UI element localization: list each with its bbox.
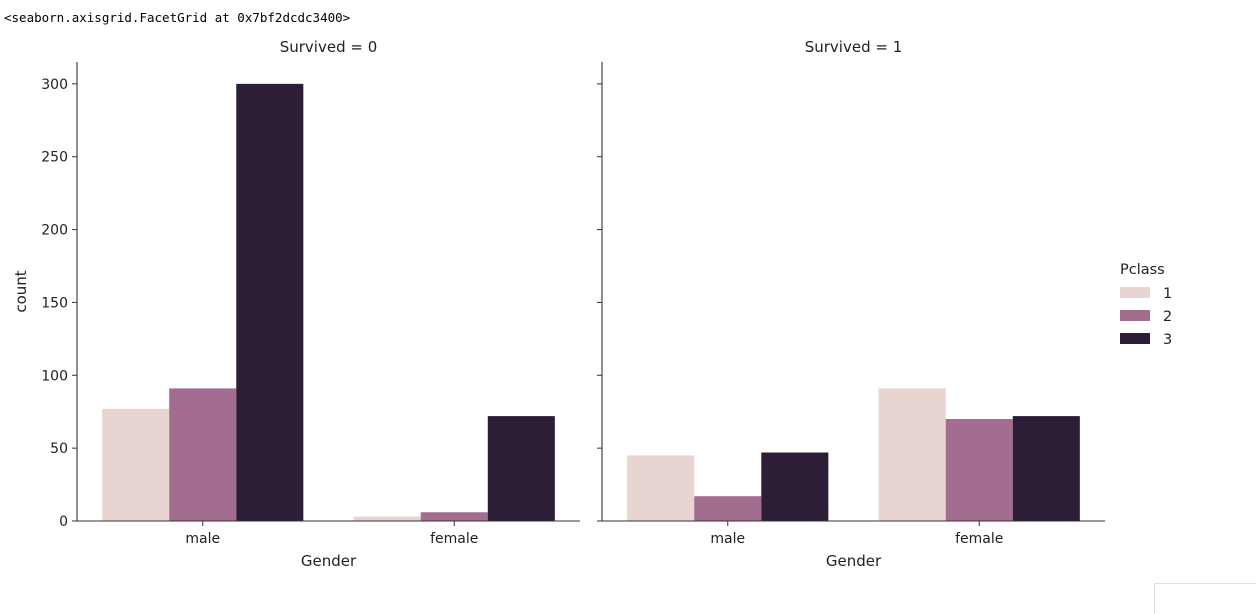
x-tick-label: female: [955, 531, 1003, 547]
facet-grid-chart: Survived = 0 male female 0 50 100 150 200 250 300…: [12, 38, 1172, 570]
output-corner-widget[interactable]: [1154, 583, 1256, 614]
y-tick-label: 100: [41, 368, 68, 384]
x-tick-label: female: [430, 531, 478, 547]
bar-female-pclass-2: [945, 419, 1013, 521]
legend-label-pclass-1: 1: [1163, 286, 1172, 302]
legend-swatch-pclass-2: [1120, 310, 1150, 321]
y-axis-label: count: [12, 270, 30, 312]
bar-female-pclass-2: [420, 512, 488, 521]
x-axis-label: Gender: [301, 552, 357, 570]
bar-female-pclass-1: [878, 388, 946, 521]
legend-label-pclass-2: 2: [1163, 309, 1172, 325]
bar-male-pclass-2: [169, 388, 237, 521]
bar-female-pclass-3: [487, 416, 555, 521]
x-tick-label: male: [710, 531, 745, 547]
legend-swatch-pclass-3: [1120, 333, 1150, 344]
y-tick-label: 200: [41, 223, 68, 239]
bar-male-pclass-3: [761, 452, 829, 521]
bar-male-pclass-2: [694, 496, 762, 521]
y-tick-label: 150: [41, 295, 68, 311]
y-tick-label: 0: [59, 514, 68, 530]
panel-title: Survived = 1: [805, 38, 903, 56]
legend-title: Pclass: [1120, 262, 1165, 278]
y-tick-label: 50: [50, 441, 68, 457]
x-axis-label: Gender: [826, 552, 882, 570]
legend-swatch-pclass-1: [1120, 287, 1150, 298]
x-tick-label: male: [185, 531, 220, 547]
y-tick-label: 250: [41, 150, 68, 166]
output-repr-text: <seaborn.axisgrid.FacetGrid at 0x7bf2dcd…: [4, 10, 351, 25]
bar-female-pclass-3: [1012, 416, 1080, 521]
legend-label-pclass-3: 3: [1163, 332, 1172, 348]
bar-male-pclass-1: [102, 408, 170, 521]
bar-male-pclass-3: [236, 83, 304, 522]
y-tick-label: 300: [41, 77, 68, 93]
bar-female-pclass-1: [353, 516, 421, 521]
panel-title: Survived = 0: [280, 38, 378, 56]
bar-male-pclass-1: [627, 455, 695, 521]
